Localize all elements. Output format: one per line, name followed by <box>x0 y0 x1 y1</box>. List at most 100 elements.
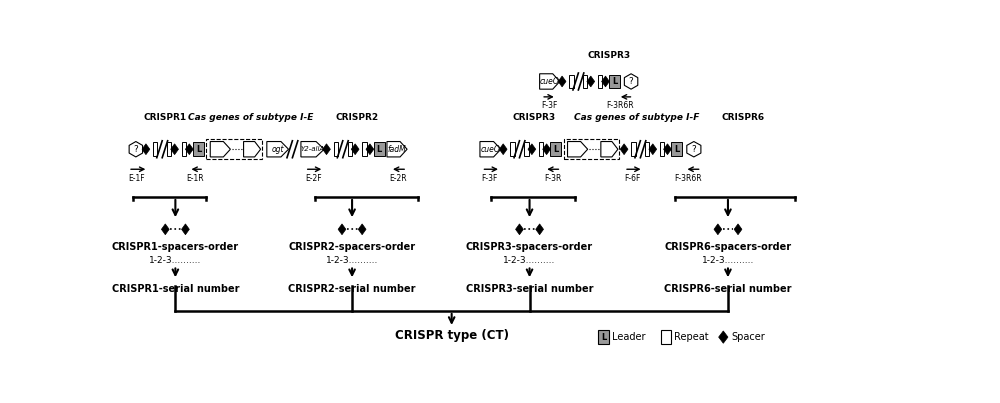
Text: ?: ? <box>629 77 633 86</box>
Polygon shape <box>210 141 230 157</box>
Polygon shape <box>528 144 536 155</box>
Text: Repeat: Repeat <box>674 332 708 342</box>
Bar <box>206 139 262 159</box>
Polygon shape <box>536 224 544 235</box>
Bar <box>550 142 561 156</box>
Text: F-3R: F-3R <box>544 174 561 183</box>
Polygon shape <box>301 141 324 157</box>
Polygon shape <box>516 224 523 235</box>
Polygon shape <box>161 224 169 235</box>
Text: 1-2-3..........: 1-2-3.......... <box>149 256 202 265</box>
Text: E-1F: E-1F <box>128 174 145 183</box>
Text: ?: ? <box>691 145 696 154</box>
Polygon shape <box>171 144 178 155</box>
Text: ?: ? <box>133 145 138 154</box>
Polygon shape <box>129 141 143 157</box>
Bar <box>182 142 186 156</box>
Polygon shape <box>624 74 638 89</box>
Text: CRISPR3-serial number: CRISPR3-serial number <box>466 284 593 294</box>
Text: CRISPR1-serial number: CRISPR1-serial number <box>112 284 239 294</box>
Bar <box>510 142 515 156</box>
Text: F-3R6R: F-3R6R <box>674 174 702 183</box>
Polygon shape <box>714 224 722 235</box>
Text: F-3F: F-3F <box>482 174 498 183</box>
Polygon shape <box>540 74 560 89</box>
Polygon shape <box>358 224 366 235</box>
Text: CRISPR6: CRISPR6 <box>722 113 765 122</box>
Text: cueO: cueO <box>540 77 560 86</box>
Polygon shape <box>182 224 189 235</box>
Bar <box>631 142 636 156</box>
Text: L: L <box>601 332 606 342</box>
Text: L: L <box>612 77 617 86</box>
Bar <box>374 142 385 156</box>
Text: CRISPR6-spacers-order: CRISPR6-spacers-order <box>664 242 792 251</box>
Bar <box>583 75 587 88</box>
Text: CRISPR1: CRISPR1 <box>144 113 187 122</box>
Polygon shape <box>734 224 742 235</box>
Text: CRISPR2: CRISPR2 <box>336 113 379 122</box>
Polygon shape <box>568 141 588 157</box>
Polygon shape <box>387 141 407 157</box>
Polygon shape <box>267 141 289 157</box>
Text: Cas genes of subtype I-F: Cas genes of subtype I-F <box>574 113 699 122</box>
Polygon shape <box>664 144 671 155</box>
Text: Y2-allA: Y2-allA <box>300 146 325 152</box>
Text: CRISPR3-spacers-order: CRISPR3-spacers-order <box>466 242 593 251</box>
Bar <box>334 142 338 156</box>
Polygon shape <box>543 144 550 155</box>
Text: 1-2-3..........: 1-2-3.......... <box>702 256 754 265</box>
Text: L: L <box>553 145 559 154</box>
Text: L: L <box>674 145 679 154</box>
Bar <box>661 330 671 344</box>
Polygon shape <box>649 144 657 155</box>
Polygon shape <box>602 76 609 87</box>
Polygon shape <box>499 144 507 155</box>
Polygon shape <box>558 76 566 87</box>
Bar <box>153 142 157 156</box>
Text: L: L <box>196 145 201 154</box>
Text: CRISPR1-spacers-order: CRISPR1-spacers-order <box>112 242 239 251</box>
Text: ogt: ogt <box>271 145 284 154</box>
Text: fadM: fadM <box>388 145 406 154</box>
Text: CRISPR2-serial number: CRISPR2-serial number <box>288 284 416 294</box>
Polygon shape <box>719 331 728 343</box>
Bar <box>193 142 204 156</box>
Polygon shape <box>366 144 374 155</box>
Polygon shape <box>323 144 330 155</box>
Text: E-1R: E-1R <box>186 174 204 183</box>
Text: CRISPR6-serial number: CRISPR6-serial number <box>664 284 792 294</box>
Text: CRISPR type (CT): CRISPR type (CT) <box>395 329 509 343</box>
Bar <box>564 139 619 159</box>
Bar <box>524 142 529 156</box>
Bar <box>167 142 171 156</box>
Polygon shape <box>601 141 618 157</box>
Polygon shape <box>480 141 501 157</box>
Text: 1-2-3..........: 1-2-3.......... <box>503 256 556 265</box>
Text: CRISPR2-spacers-order: CRISPR2-spacers-order <box>289 242 416 251</box>
Text: F-6F: F-6F <box>624 174 640 183</box>
Bar <box>569 75 574 88</box>
Text: Spacer: Spacer <box>731 332 765 342</box>
Text: Cas genes of subtype I-E: Cas genes of subtype I-E <box>188 113 313 122</box>
Bar <box>645 142 649 156</box>
Text: cueO: cueO <box>480 145 500 154</box>
Bar <box>609 75 620 88</box>
Polygon shape <box>587 76 595 87</box>
Bar <box>671 142 682 156</box>
Polygon shape <box>244 141 261 157</box>
Text: L: L <box>377 145 382 154</box>
Text: E-2F: E-2F <box>305 174 321 183</box>
Polygon shape <box>620 144 628 155</box>
Polygon shape <box>338 224 346 235</box>
Polygon shape <box>351 144 359 155</box>
Text: F-3R6R: F-3R6R <box>606 101 633 110</box>
Text: 1-2-3..........: 1-2-3.......... <box>326 256 378 265</box>
Text: Leader: Leader <box>612 332 646 342</box>
Polygon shape <box>185 144 193 155</box>
Bar <box>598 330 609 344</box>
Text: CRISPR3: CRISPR3 <box>513 113 556 122</box>
Bar <box>598 75 602 88</box>
Polygon shape <box>687 141 701 157</box>
Text: E-2R: E-2R <box>389 174 407 183</box>
